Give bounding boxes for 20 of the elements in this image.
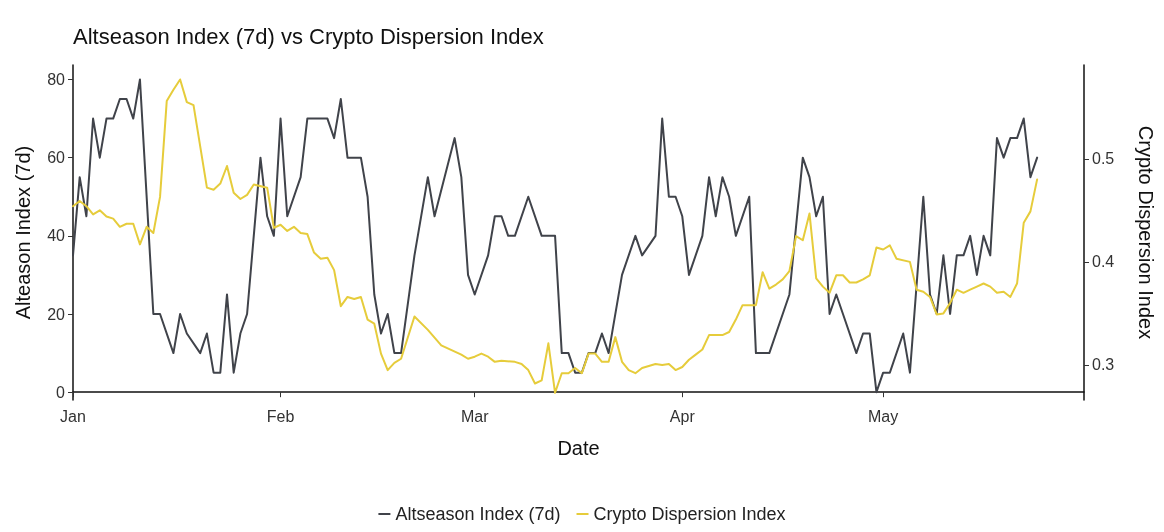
y2-tick-label: 0.3 [1092,356,1115,374]
legend-label: Crypto Dispersion Index [593,504,786,524]
legend-label: Altseason Index (7d) [395,504,561,524]
y-tick-label: 0 [56,383,66,401]
x-tick-label: Mar [460,407,490,425]
line-series [72,78,1039,394]
x-tick-label: Apr [669,407,696,425]
x-axis-title: Date [557,437,600,459]
y-tick-label: 20 [47,305,66,323]
x-tick-label: Jan [60,407,86,425]
x-tick-label: Feb [266,407,295,425]
y-tick-label: 60 [47,149,66,167]
y2-tick-label: 0.5 [1092,150,1115,168]
y-axis-title: Alteason Index (7d) [12,145,34,320]
y-tick-label: 80 [47,70,66,88]
y-tick-label: 40 [47,227,66,245]
y2-axis-title: Crypto Dispersion Index [1135,125,1157,340]
x-tick-label: May [868,407,899,425]
y2-tick-label: 0.4 [1092,253,1115,271]
chart-title: Altseason Index (7d) vs Crypto Dispersion Index [73,23,544,49]
